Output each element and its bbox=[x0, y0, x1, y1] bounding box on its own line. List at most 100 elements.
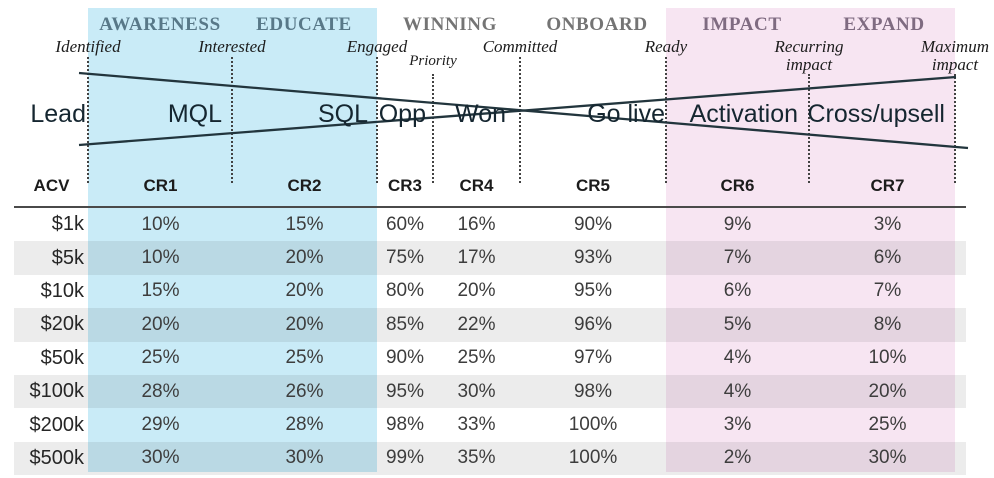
acv-cell: $20k bbox=[40, 313, 84, 336]
cr-column-header: CR4 bbox=[433, 170, 520, 208]
table-header-row: ACV CR1 CR2 CR3 CR4 CR5 CR6 CR7 bbox=[14, 170, 966, 208]
cr-value-cell: 20% bbox=[141, 313, 180, 335]
cr-value-cell: 95% bbox=[385, 380, 425, 402]
cr-value-cell: 30% bbox=[141, 447, 180, 469]
phase-label-expand: EXPAND bbox=[843, 14, 925, 35]
cr-value-cell: 17% bbox=[457, 247, 496, 269]
checkpoint-recurring-impact: Recurring impact bbox=[774, 37, 844, 75]
cr-value-cell: 10% bbox=[141, 213, 180, 235]
stage-boundary-dotted-line-identified bbox=[87, 57, 89, 183]
acv-column-header: ACV bbox=[14, 170, 89, 208]
stage-boundary-dotted-line-engaged bbox=[376, 57, 378, 183]
table-row: $100k 28% 26% 95% 30% 98% 4% 20% bbox=[14, 374, 966, 409]
stage-label-mql: MQL bbox=[167, 100, 222, 128]
table-row: $10k 15% 20% 80% 20% 95% 6% 7% bbox=[14, 275, 966, 308]
cr-value-cell: 85% bbox=[385, 313, 425, 335]
phase-label-educate: EDUCATE bbox=[256, 14, 352, 35]
cr-value-cell: 16% bbox=[457, 213, 496, 235]
cr-value-cell: 98% bbox=[573, 380, 613, 402]
checkpoint-ready: Ready bbox=[644, 37, 688, 56]
table-row: $20k 20% 20% 85% 22% 96% 5% 8% bbox=[14, 308, 966, 342]
acv-cell: $5k bbox=[51, 246, 84, 269]
cr-value-cell: 30% bbox=[868, 447, 907, 469]
cr-value-cell: 28% bbox=[285, 414, 324, 436]
cr-column-header: CR1 bbox=[89, 170, 232, 208]
cr-value-cell: 20% bbox=[868, 380, 907, 402]
cr-value-cell: 98% bbox=[385, 414, 425, 436]
acv-cell: $1k bbox=[51, 213, 84, 236]
stage-boundary-dotted-line-interested bbox=[231, 57, 233, 183]
stage-boundary-dotted-line-priority bbox=[432, 74, 434, 183]
table-row: $1k 10% 15% 60% 16% 90% 9% 3% bbox=[14, 207, 966, 241]
stage-label-won: Won bbox=[455, 100, 506, 128]
cr-column-header: CR3 bbox=[377, 170, 433, 208]
phase-label-awareness: AWARENESS bbox=[99, 14, 221, 35]
table-row: $200k 29% 28% 98% 33% 100% 3% 25% bbox=[14, 408, 966, 441]
stage-boundary-dotted-line-recurring-impact bbox=[808, 74, 810, 183]
cr-value-cell: 15% bbox=[285, 213, 324, 235]
cr-value-cell: 35% bbox=[457, 447, 496, 469]
stage-label-go-live: Go live bbox=[587, 100, 665, 128]
checkpoint-engaged: Engaged bbox=[346, 37, 408, 56]
cr-value-cell: 25% bbox=[285, 347, 324, 369]
cr-value-cell: 75% bbox=[385, 247, 425, 269]
cr-value-cell: 10% bbox=[868, 347, 907, 369]
phase-label-onboard: ONBOARD bbox=[546, 14, 648, 35]
cr-value-cell: 3% bbox=[723, 414, 752, 436]
cr-value-cell: 25% bbox=[141, 347, 180, 369]
acv-cell: $10k bbox=[40, 279, 84, 302]
cr-value-cell: 97% bbox=[573, 347, 613, 369]
cr-value-cell: 29% bbox=[141, 414, 180, 436]
cr-value-cell: 8% bbox=[873, 313, 902, 335]
table-row: $5k 10% 20% 75% 17% 93% 7% 6% bbox=[14, 241, 966, 275]
cr-value-cell: 26% bbox=[285, 380, 324, 402]
stage-label-lead: Lead bbox=[30, 100, 86, 128]
checkpoint-maximum-impact: Maximum impact bbox=[921, 37, 989, 75]
cr-value-cell: 20% bbox=[285, 313, 324, 335]
cr-value-cell: 2% bbox=[723, 447, 752, 469]
cr-value-cell: 90% bbox=[385, 347, 425, 369]
cr-value-cell: 80% bbox=[385, 280, 425, 302]
cr-value-cell: 22% bbox=[457, 313, 496, 335]
cr-value-cell: 99% bbox=[385, 447, 425, 469]
cr-value-cell: 15% bbox=[141, 280, 180, 302]
cr-value-cell: 7% bbox=[873, 280, 902, 302]
cr-value-cell: 4% bbox=[723, 380, 752, 402]
stage-label-activation: Activation bbox=[689, 100, 798, 128]
stage-boundary-dotted-line-committed bbox=[519, 57, 521, 183]
cr-value-cell: 20% bbox=[457, 280, 496, 302]
cr-column-header: CR5 bbox=[520, 170, 666, 208]
acv-cell: $50k bbox=[40, 346, 84, 369]
stage-label-cross-upsell: Cross/upsell bbox=[807, 100, 945, 128]
stage-label-sql: SQL bbox=[317, 100, 368, 128]
cr-value-cell: 100% bbox=[568, 447, 618, 469]
cr-value-cell: 30% bbox=[285, 447, 324, 469]
cr-value-cell: 10% bbox=[141, 247, 180, 269]
checkpoint-interested: Interested bbox=[198, 37, 266, 56]
cr-table-body: $1k 10% 15% 60% 16% 90% 9% 3% $5k 10% 20% 75% 17% 93%… bbox=[14, 207, 966, 476]
cr-value-cell: 30% bbox=[457, 380, 496, 402]
cr-value-cell: 93% bbox=[573, 247, 613, 269]
cr-column-header: CR2 bbox=[232, 170, 377, 208]
conversion-rate-table: ACV CR1 CR2 CR3 CR4 CR5 CR6 CR7 $1k 10% 15% 60% 16%… bbox=[14, 170, 966, 476]
cr-value-cell: 6% bbox=[723, 280, 752, 302]
cr-value-cell: 20% bbox=[285, 247, 324, 269]
cr-value-cell: 28% bbox=[141, 380, 180, 402]
cr-value-cell: 6% bbox=[873, 247, 902, 269]
cr-value-cell: 5% bbox=[723, 313, 752, 335]
table-row: $50k 25% 25% 90% 25% 97% 4% 10% bbox=[14, 342, 966, 375]
acv-cell: $100k bbox=[29, 380, 85, 403]
cr-value-cell: 4% bbox=[723, 347, 752, 369]
phase-label-winning: WINNING bbox=[403, 14, 497, 35]
acv-cell: $500k bbox=[29, 446, 85, 469]
phase-label-impact: IMPACT bbox=[702, 14, 782, 35]
cr-value-cell: 95% bbox=[573, 280, 613, 302]
stage-boundary-dotted-line-ready bbox=[665, 57, 667, 183]
checkpoint-priority: Priority bbox=[409, 53, 457, 69]
cr-column-header: CR7 bbox=[809, 170, 966, 208]
cr-value-cell: 90% bbox=[573, 213, 613, 235]
cr-value-cell: 20% bbox=[285, 280, 324, 302]
cr-value-cell: 33% bbox=[457, 414, 496, 436]
stage-boundary-dotted-line-maximum-impact bbox=[954, 74, 956, 183]
